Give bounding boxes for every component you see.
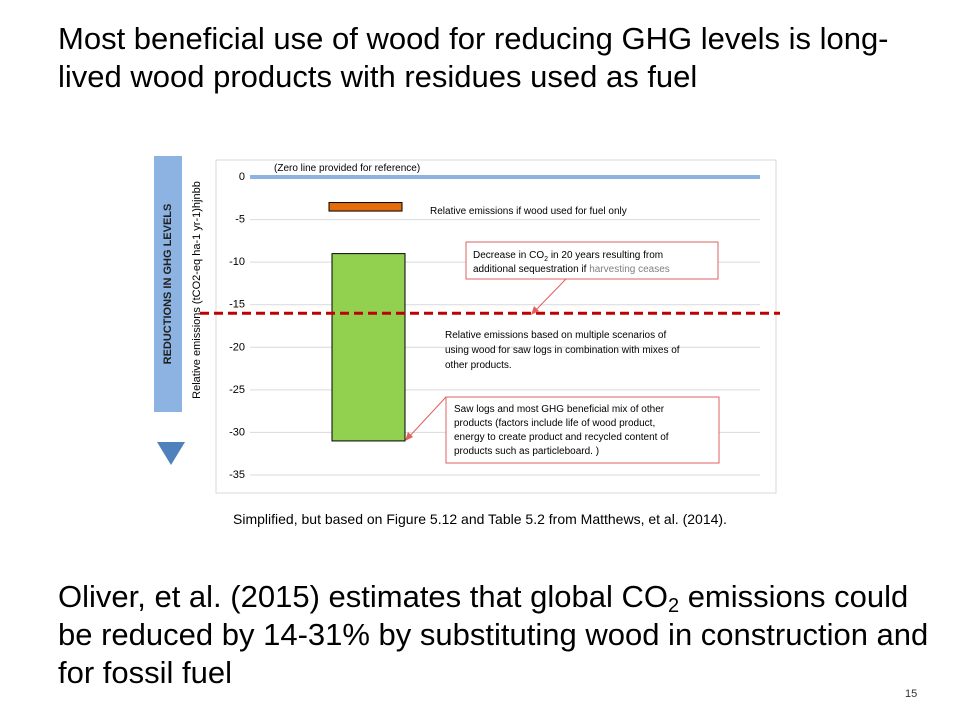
y-tick-label: -25 [229,384,245,396]
side-label: REDUCTIONS IN GHG LEVELS [162,204,174,365]
callout-sawlogs-line2: products (factors include life of wood p… [454,418,655,429]
callout-sawlogs-arrowhead [405,432,413,441]
callout-sawlogs-line1: Saw logs and most GHG beneficial mix of … [454,404,665,415]
fuel-only-label: Relative emissions if wood used for fuel… [430,206,627,217]
callout-sawlogs-line3: energy to create product and recycled co… [454,432,669,443]
y-tick-label: -10 [229,256,245,268]
y-tick-label: -35 [229,469,245,481]
callout-sawlogs-line4: products such as particleboard. ) [454,446,599,457]
y-axis-label: Relative emissions (tCO2-eq ha-1 yr-1)hj… [191,181,203,399]
callout-decrease-box [465,241,719,280]
y-tick-label: -15 [229,299,245,311]
figure-caption: Simplified, but based on Figure 5.12 and… [233,511,727,527]
y-tick-label: -5 [235,214,245,226]
y-tick-label: -30 [229,426,245,438]
multiple-scenarios-line2: using wood for saw logs in combination w… [445,345,680,356]
down-arrow-icon [157,442,185,465]
callout-decrease-line2: additional sequestration if harvesting c… [473,264,670,275]
callout-sawlogs-box [445,396,720,464]
slide-title: Most beneficial use of wood for reducing… [58,21,889,94]
bar-fuel-only [328,202,403,212]
multiple-scenarios-line1: Relative emissions based on multiple sce… [445,330,666,341]
side-label-bar [154,156,182,412]
callout-decrease-arrowhead [531,306,539,315]
y-tick-labels: 0 -5 -10 -15 -20 -25 -30 -35 [229,171,245,481]
bar-sawlogs [331,253,406,442]
bottom-statement: Oliver, et al. (2015) estimates that glo… [58,579,929,690]
zero-line-label: (Zero line provided for reference) [274,163,420,174]
slide-number: 15 [905,688,918,700]
callout-decrease-pointer [533,278,567,313]
y-tick-label: -20 [229,341,245,353]
callout-decrease-line1: Decrease in CO2 in 20 years resulting fr… [473,250,663,263]
multiple-scenarios-line3: other products. [445,360,512,371]
y-tick-label: 0 [239,171,245,183]
callout-sawlogs-pointer [407,396,447,439]
